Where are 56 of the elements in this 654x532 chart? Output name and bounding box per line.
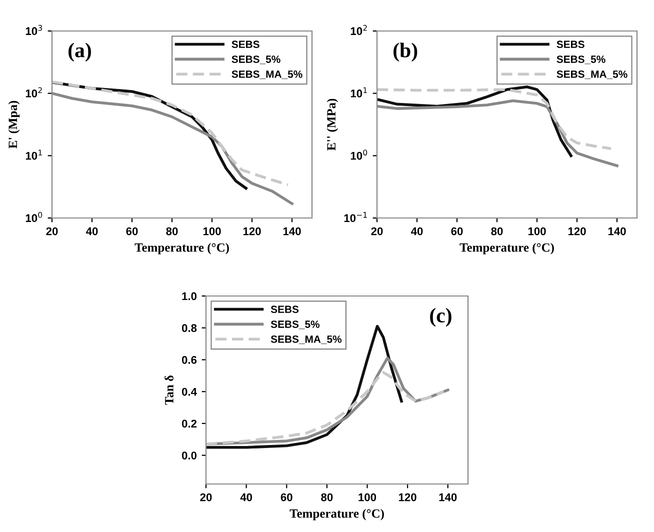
y-tick-label: 0.0 bbox=[182, 452, 197, 460]
x-tick-label: 20 bbox=[200, 493, 212, 502]
x-axis-title: Temperature (°C) bbox=[134, 242, 229, 254]
x-tick-label: 120 bbox=[568, 227, 586, 236]
y-tick-label: 0.6 bbox=[182, 356, 197, 364]
x-tick-label: 40 bbox=[86, 227, 98, 236]
legend-label: SEBS bbox=[232, 40, 260, 48]
line-series bbox=[52, 80, 290, 186]
legend-label: SEBS bbox=[556, 40, 584, 48]
x-tick-label: 20 bbox=[46, 227, 58, 236]
x-tick-label: 60 bbox=[126, 227, 138, 236]
x-tick-label: 80 bbox=[491, 227, 503, 236]
line-series bbox=[377, 88, 612, 150]
x-tick-label: 120 bbox=[398, 493, 416, 502]
x-tick-label: 20 bbox=[371, 227, 383, 236]
legend-label: SEBS_MA_5% bbox=[270, 335, 342, 344]
y-tick-label: 0.2 bbox=[182, 420, 197, 428]
x-tick-label: 80 bbox=[321, 493, 333, 502]
legend-label: SEBS_5% bbox=[270, 320, 320, 330]
annotation: (a) bbox=[68, 42, 91, 62]
legend-label: SEBS_MA_5% bbox=[232, 70, 302, 80]
y-tick-label: 10$^{0}$ bbox=[26, 212, 42, 222]
y-axis-title: E'' (MPa) bbox=[326, 98, 338, 150]
y-tick-label: 0.8 bbox=[182, 324, 197, 332]
x-tick-label: 100 bbox=[358, 493, 376, 502]
x-tick-label: 40 bbox=[240, 493, 252, 502]
y-tick-label: 10$^{1}$ bbox=[26, 150, 42, 160]
x-tick-label: 140 bbox=[439, 493, 457, 502]
x-tick-label: 100 bbox=[203, 227, 221, 236]
legend-label: SEBS bbox=[270, 306, 299, 314]
x-tick-label: 60 bbox=[280, 493, 292, 502]
x-tick-label: 40 bbox=[410, 227, 423, 236]
x-axis-title: Temperature (°C) bbox=[290, 508, 384, 520]
x-tick-label: 120 bbox=[243, 227, 261, 236]
annotation: (c) bbox=[430, 308, 452, 327]
y-tick-label: 1.0 bbox=[182, 292, 197, 300]
line-series bbox=[206, 371, 446, 446]
x-tick-label: 140 bbox=[283, 227, 301, 236]
y-axis-title: E' (Mpa) bbox=[8, 100, 20, 148]
y-tick-label: 10$^{2}$ bbox=[26, 87, 42, 98]
y-tick-label: 10$^{1}$ bbox=[350, 87, 367, 98]
x-tick-label: 100 bbox=[528, 227, 546, 236]
y-tick-label: 10$^{0}$ bbox=[350, 150, 368, 160]
y-tick-label: 10$^{2}$ bbox=[350, 24, 367, 36]
legend-label: SEBS_5% bbox=[232, 56, 280, 64]
x-tick-label: 60 bbox=[451, 227, 463, 236]
y-tick-label: 10$^{3}$ bbox=[26, 24, 42, 36]
y-axis-title: Tan δ bbox=[164, 375, 174, 405]
x-tick-label: 80 bbox=[166, 227, 178, 236]
y-tick-label: 10$^{−1}$ bbox=[344, 212, 367, 222]
legend-label: SEBS_5% bbox=[556, 56, 606, 64]
annotation: (b) bbox=[394, 42, 418, 62]
y-tick-label: 0.4 bbox=[182, 388, 197, 396]
x-axis-title: Temperature (°C) bbox=[460, 242, 554, 254]
x-tick-label: 140 bbox=[608, 227, 626, 236]
legend-label: SEBS_MA_5% bbox=[556, 70, 628, 80]
